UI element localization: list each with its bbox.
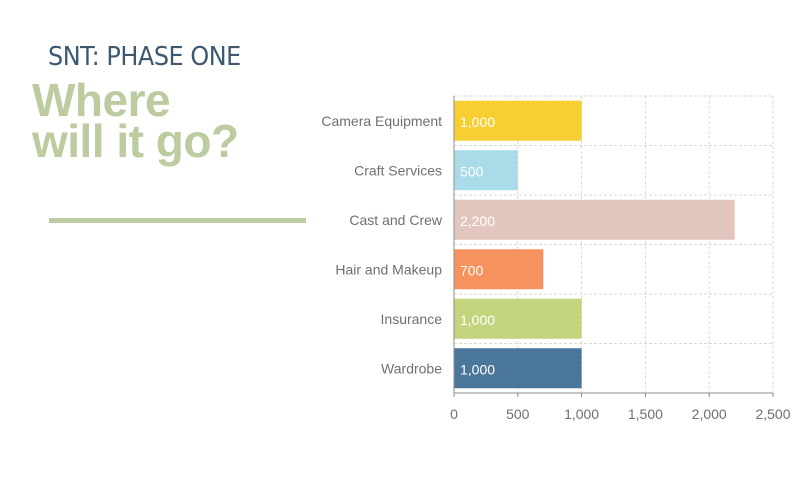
kicker-title: SNT: PHASE ONE	[48, 42, 241, 72]
bar	[454, 150, 518, 191]
x-tick-label: 2,500	[755, 406, 790, 422]
bar-value-label: 700	[460, 262, 484, 278]
bar	[454, 298, 582, 339]
chart-axes: Camera Equipment Craft Services Cast and C…	[321, 96, 791, 422]
category-label: Craft Services	[354, 162, 442, 178]
category-label: Hair and Makeup	[335, 261, 442, 277]
bar-value-label: 1,000	[460, 312, 495, 328]
bar	[454, 348, 582, 389]
chart-bars: 1,000 500 2,200 700 1,000 1,000	[454, 100, 735, 389]
headline-line-2: will it go?	[32, 115, 239, 167]
category-label: Camera Equipment	[321, 113, 442, 129]
headline-line-1: Where	[32, 74, 171, 126]
category-label: Cast and Crew	[349, 212, 442, 228]
category-label: Insurance	[381, 311, 443, 327]
chart-grid	[454, 95, 774, 393]
bar-value-label: 2,200	[460, 213, 495, 229]
x-tick-label: 2,000	[692, 406, 727, 422]
x-tick-label: 0	[450, 406, 458, 422]
bar-value-label: 1,000	[460, 114, 495, 130]
x-tick-label: 1,000	[564, 406, 599, 422]
headline-divider	[49, 218, 306, 223]
bar	[454, 199, 735, 240]
headline: Where will it go?	[32, 74, 239, 167]
bar	[454, 100, 582, 141]
bar-value-label: 1,000	[460, 361, 495, 377]
bar	[454, 249, 544, 290]
category-label: Wardrobe	[381, 360, 442, 376]
x-tick-label: 500	[506, 406, 530, 422]
x-tick-label: 1,500	[628, 406, 663, 422]
bar-value-label: 500	[460, 163, 484, 179]
